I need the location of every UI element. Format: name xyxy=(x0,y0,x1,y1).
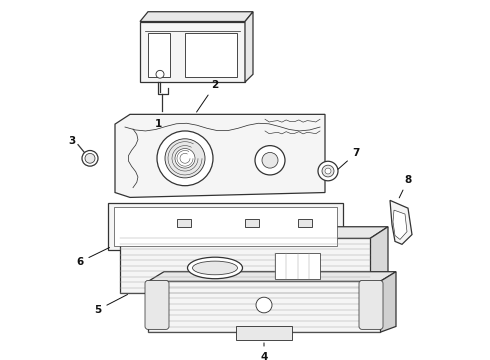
Polygon shape xyxy=(120,227,388,238)
Circle shape xyxy=(85,153,95,163)
Circle shape xyxy=(157,131,213,186)
Polygon shape xyxy=(393,210,407,239)
Polygon shape xyxy=(245,12,253,82)
Polygon shape xyxy=(140,22,245,82)
Text: 4: 4 xyxy=(260,343,268,360)
Polygon shape xyxy=(177,219,191,227)
Text: 7: 7 xyxy=(338,148,360,169)
FancyBboxPatch shape xyxy=(145,280,169,329)
Circle shape xyxy=(322,165,334,177)
Polygon shape xyxy=(114,207,337,246)
Polygon shape xyxy=(390,201,412,244)
Polygon shape xyxy=(148,33,170,77)
Polygon shape xyxy=(298,219,313,227)
Circle shape xyxy=(325,168,331,174)
Polygon shape xyxy=(185,33,237,77)
Polygon shape xyxy=(115,114,325,197)
Circle shape xyxy=(156,70,164,78)
Text: 5: 5 xyxy=(95,294,127,315)
Polygon shape xyxy=(148,282,380,332)
Text: 8: 8 xyxy=(399,175,412,198)
Circle shape xyxy=(262,153,278,168)
Polygon shape xyxy=(370,227,388,293)
FancyBboxPatch shape xyxy=(359,280,383,329)
Polygon shape xyxy=(140,12,253,22)
Text: 2: 2 xyxy=(196,80,219,112)
Circle shape xyxy=(175,149,195,168)
Polygon shape xyxy=(245,219,259,227)
Polygon shape xyxy=(236,327,292,340)
Text: 3: 3 xyxy=(69,136,75,146)
Bar xyxy=(275,253,320,279)
Polygon shape xyxy=(380,272,396,332)
Ellipse shape xyxy=(188,257,243,279)
Polygon shape xyxy=(148,272,396,282)
Circle shape xyxy=(82,150,98,166)
Text: 1: 1 xyxy=(154,119,162,129)
Circle shape xyxy=(256,297,272,313)
Polygon shape xyxy=(120,238,370,293)
Circle shape xyxy=(318,161,338,181)
Polygon shape xyxy=(108,203,343,250)
Circle shape xyxy=(255,146,285,175)
Circle shape xyxy=(165,139,205,178)
Ellipse shape xyxy=(193,261,238,275)
Text: 6: 6 xyxy=(76,248,109,267)
